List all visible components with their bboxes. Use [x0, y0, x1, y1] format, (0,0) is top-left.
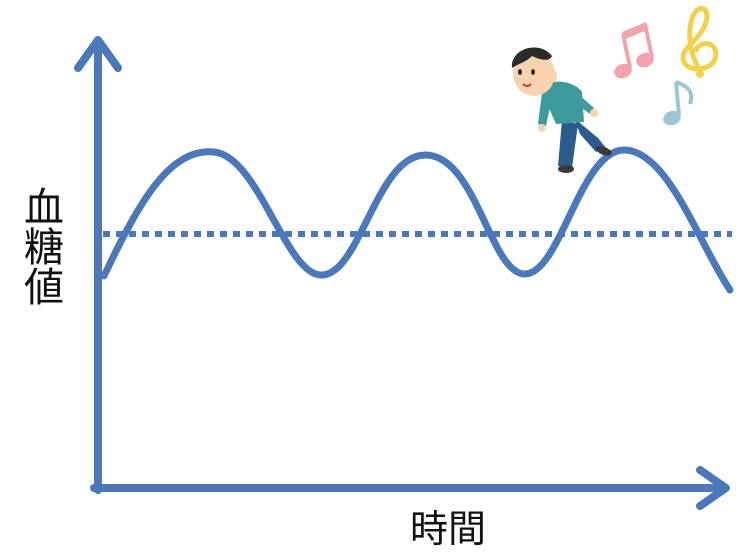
music-note-pink-icon — [614, 22, 654, 79]
x-axis-label: 時間 — [410, 507, 487, 551]
x-axis-arrowhead — [696, 466, 730, 510]
person-walking-icon — [511, 47, 612, 173]
y-axis-arrowhead — [74, 36, 122, 72]
y-axis-label: 血糖値 — [17, 186, 63, 306]
glucose-wave-curve — [100, 146, 734, 294]
treble-clef-icon — [680, 6, 719, 78]
music-note-blue-icon — [663, 80, 694, 126]
